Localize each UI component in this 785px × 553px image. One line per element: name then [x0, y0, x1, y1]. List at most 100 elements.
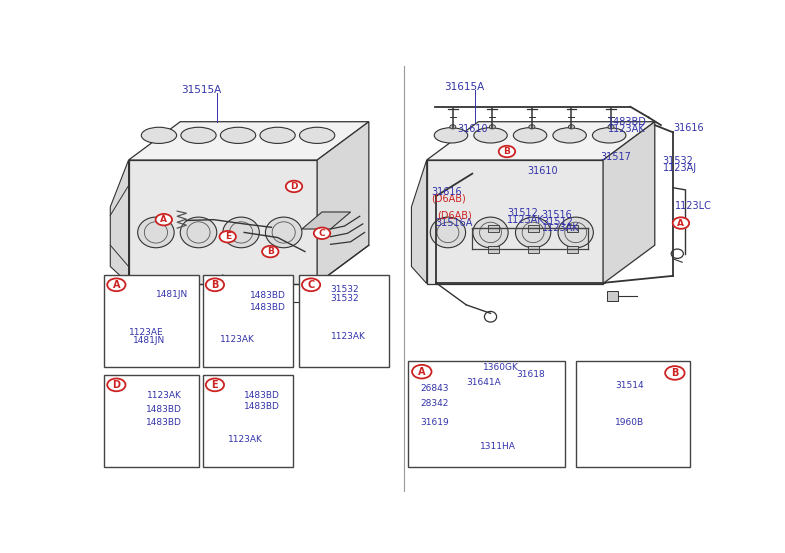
Text: 31532: 31532: [330, 294, 360, 302]
Ellipse shape: [137, 217, 174, 248]
Text: 31641A: 31641A: [466, 378, 501, 387]
Text: C: C: [308, 280, 315, 290]
Circle shape: [498, 146, 515, 157]
Text: 31616: 31616: [673, 123, 703, 133]
FancyBboxPatch shape: [218, 392, 237, 400]
Circle shape: [206, 378, 224, 392]
Text: B: B: [267, 247, 274, 256]
Polygon shape: [129, 122, 369, 160]
Ellipse shape: [437, 390, 451, 403]
Text: A: A: [112, 280, 120, 290]
Text: 1481JN: 1481JN: [133, 336, 166, 345]
Circle shape: [155, 214, 172, 226]
Ellipse shape: [434, 128, 468, 143]
Bar: [597, 389, 608, 400]
Text: 1123AE: 1123AE: [129, 327, 163, 337]
Ellipse shape: [474, 128, 507, 143]
FancyBboxPatch shape: [122, 418, 144, 427]
Text: 31610: 31610: [527, 166, 557, 176]
Text: 1123AK: 1123AK: [228, 435, 263, 444]
Circle shape: [262, 246, 279, 257]
Text: 1123AK: 1123AK: [220, 335, 254, 344]
Text: 31517: 31517: [600, 152, 631, 161]
Text: 1960B: 1960B: [615, 418, 644, 427]
Text: D: D: [112, 380, 120, 390]
Text: B: B: [211, 280, 218, 290]
Text: 1123LC: 1123LC: [675, 201, 712, 211]
Circle shape: [314, 227, 330, 239]
Bar: [608, 291, 619, 301]
Circle shape: [673, 217, 689, 229]
Ellipse shape: [465, 403, 474, 411]
Polygon shape: [317, 122, 369, 284]
Text: 1483BD: 1483BD: [250, 290, 286, 300]
Text: 31616: 31616: [432, 187, 462, 197]
Text: 1483BD: 1483BD: [244, 390, 280, 400]
Text: E: E: [212, 380, 218, 390]
Ellipse shape: [568, 124, 575, 129]
Ellipse shape: [513, 128, 547, 143]
Text: 28342: 28342: [421, 399, 449, 408]
Text: A: A: [677, 218, 685, 227]
Text: A: A: [418, 367, 425, 377]
Ellipse shape: [215, 430, 225, 438]
Text: 1123AK: 1123AK: [330, 332, 365, 341]
Bar: [488, 225, 499, 232]
Ellipse shape: [516, 217, 551, 248]
Polygon shape: [411, 160, 427, 284]
Polygon shape: [302, 212, 351, 229]
Ellipse shape: [489, 124, 495, 129]
Ellipse shape: [558, 217, 593, 248]
Circle shape: [302, 278, 320, 291]
Ellipse shape: [260, 127, 295, 143]
Text: 31619: 31619: [421, 418, 449, 427]
FancyBboxPatch shape: [593, 380, 611, 409]
Polygon shape: [427, 122, 655, 160]
Text: 1123AK: 1123AK: [507, 215, 545, 225]
FancyBboxPatch shape: [226, 403, 246, 412]
Ellipse shape: [138, 311, 153, 325]
Text: 31515B: 31515B: [217, 302, 254, 312]
Ellipse shape: [608, 124, 614, 129]
Text: 1483BD: 1483BD: [244, 402, 280, 411]
Text: 1123AK: 1123AK: [608, 124, 645, 134]
Text: 1483BD: 1483BD: [608, 117, 647, 127]
Text: 1481JN: 1481JN: [156, 290, 188, 299]
Ellipse shape: [431, 404, 447, 414]
Text: 1360GK: 1360GK: [483, 363, 519, 372]
Bar: [488, 246, 499, 253]
Text: 31641: 31641: [299, 295, 330, 305]
Text: 31618: 31618: [517, 370, 546, 379]
Text: 1483BD: 1483BD: [145, 405, 181, 414]
FancyBboxPatch shape: [575, 361, 690, 467]
Text: 31615A: 31615A: [444, 82, 484, 92]
FancyBboxPatch shape: [239, 304, 259, 315]
Text: 1123AJ: 1123AJ: [663, 163, 697, 173]
Text: (D6AB): (D6AB): [437, 210, 473, 221]
Text: 1483BD: 1483BD: [250, 304, 286, 312]
Text: 31516A: 31516A: [436, 218, 473, 228]
Ellipse shape: [181, 217, 217, 248]
Circle shape: [113, 393, 126, 401]
Ellipse shape: [265, 217, 302, 248]
Ellipse shape: [300, 127, 334, 143]
Bar: [528, 246, 539, 253]
Circle shape: [108, 278, 126, 291]
Text: 31515A: 31515A: [181, 85, 221, 95]
Ellipse shape: [141, 127, 177, 143]
Text: 31512: 31512: [542, 217, 573, 227]
Ellipse shape: [437, 417, 455, 425]
Text: 31532: 31532: [663, 156, 694, 166]
Ellipse shape: [139, 294, 157, 311]
FancyBboxPatch shape: [424, 422, 469, 437]
Ellipse shape: [221, 127, 256, 143]
Text: 31516: 31516: [541, 210, 571, 221]
Text: 1123AK: 1123AK: [542, 223, 580, 233]
Ellipse shape: [450, 124, 456, 129]
Ellipse shape: [223, 217, 259, 248]
Text: 31532: 31532: [330, 285, 360, 294]
FancyBboxPatch shape: [104, 275, 199, 367]
Ellipse shape: [181, 127, 216, 143]
Circle shape: [108, 378, 126, 392]
Text: 31517: 31517: [229, 295, 260, 305]
